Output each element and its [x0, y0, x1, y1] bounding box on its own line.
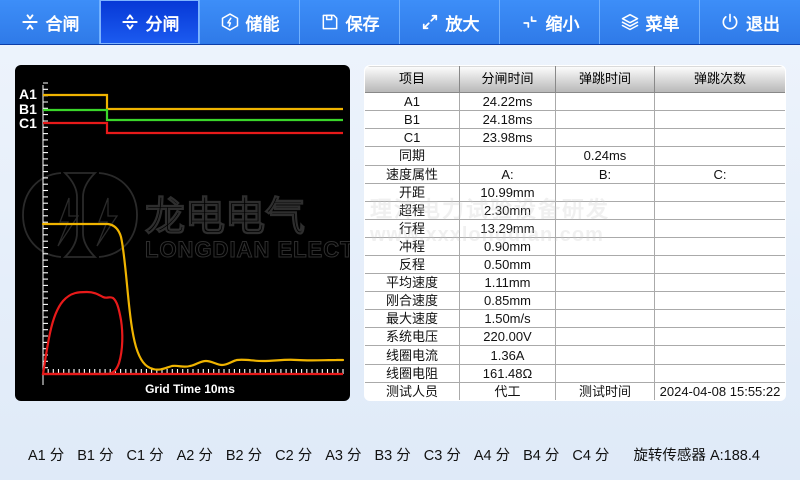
svg-text:A1: A1: [19, 86, 37, 102]
svg-text:LONGDIAN ELECTRIC: LONGDIAN ELECTRIC: [145, 237, 350, 262]
svg-text:龙电电气: 龙电电气: [145, 195, 305, 239]
svg-text:Grid Time 10ms: Grid Time 10ms: [145, 382, 235, 396]
svg-text:C1: C1: [19, 115, 37, 131]
